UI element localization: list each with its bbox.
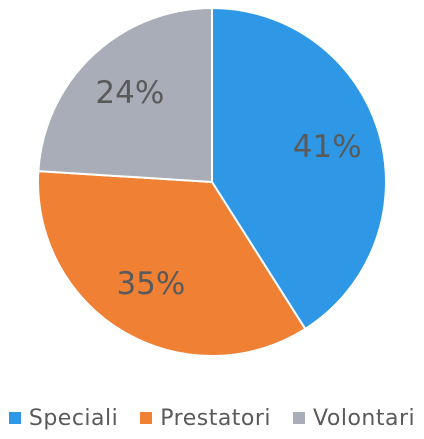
legend-label-speciali: Speciali — [28, 405, 119, 431]
slice-prestatori — [37, 170, 307, 357]
legend-swatch-volontari — [293, 412, 306, 424]
legend-item-speciali: Speciali — [8, 405, 119, 431]
slice-volontari — [37, 7, 213, 183]
pie-chart-canvas: 41%35%24% — [37, 7, 387, 357]
legend: Speciali Prestatori Volontari — [0, 403, 424, 433]
legend-item-volontari: Volontari — [293, 406, 415, 431]
legend-label-prestatori: Prestatori — [160, 405, 272, 431]
legend-label-volontari: Volontari — [313, 405, 416, 431]
legend-swatch-speciali — [8, 412, 21, 424]
legend-swatch-prestatori — [140, 412, 153, 424]
legend-item-prestatori: Prestatori — [140, 406, 271, 431]
